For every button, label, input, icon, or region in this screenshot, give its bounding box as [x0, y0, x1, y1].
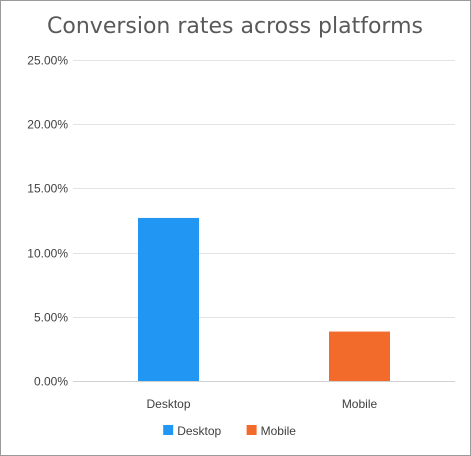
y-tick-label: 20.00%	[27, 118, 68, 132]
x-category-label: Desktop	[146, 397, 190, 411]
y-tick-label: 15.00%	[27, 182, 68, 196]
y-tick-label: 5.00%	[34, 311, 68, 325]
x-category-label: Mobile	[342, 397, 378, 411]
legend-label-desktop: Desktop	[177, 424, 221, 438]
legend-label-mobile: Mobile	[261, 424, 297, 438]
x-axis-categories: Desktop Mobile	[146, 397, 377, 411]
legend-swatch-mobile	[246, 425, 257, 435]
y-tick-label: 10.00%	[27, 247, 68, 261]
bars	[138, 217, 390, 381]
legend: Desktop Mobile	[163, 424, 296, 438]
legend-swatch-desktop	[163, 425, 174, 435]
y-tick-label: 0.00%	[34, 375, 68, 389]
chart-title: Conversion rates across platforms	[47, 14, 423, 39]
grid-lines	[73, 60, 455, 382]
y-axis-ticks: 0.00% 5.00% 10.00% 15.00% 20.00% 25.00%	[27, 54, 68, 389]
bar-desktop	[138, 217, 199, 381]
y-tick-label: 25.00%	[27, 54, 68, 68]
bar-mobile	[329, 331, 390, 381]
